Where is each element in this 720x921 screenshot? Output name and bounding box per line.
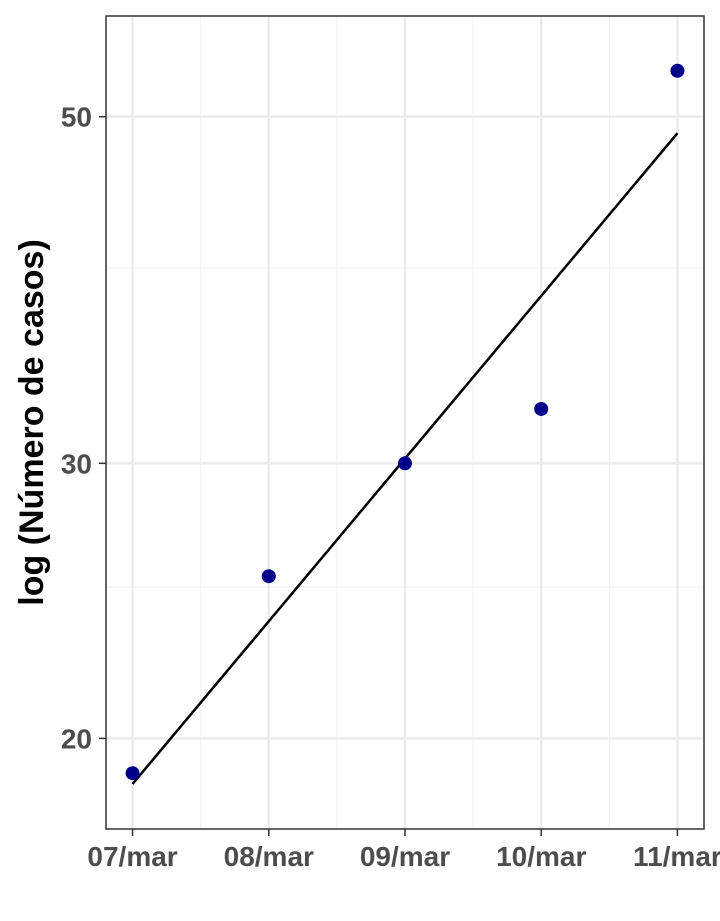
y-tick-label: 30 xyxy=(61,448,92,479)
x-tick-label: 08/mar xyxy=(224,841,314,872)
y-tick-label: 50 xyxy=(61,102,92,133)
x-tick-label: 10/mar xyxy=(496,841,586,872)
x-axis-ticks: 07/mar 08/mar 09/mar 10/mar 11/mar xyxy=(87,829,720,872)
y-tick-label: 20 xyxy=(61,723,92,754)
data-point xyxy=(398,456,412,471)
data-point xyxy=(261,569,276,584)
data-point xyxy=(534,401,549,416)
points-layer xyxy=(125,63,685,781)
y-axis-ticks: 20 30 50 xyxy=(61,102,106,754)
x-tick-label: 11/mar xyxy=(633,841,720,872)
y-axis-title: log (Número de casos) xyxy=(13,239,51,606)
x-tick-label: 07/mar xyxy=(87,841,177,872)
data-point xyxy=(125,766,140,781)
x-tick-label: 09/mar xyxy=(360,841,450,872)
data-point xyxy=(670,63,685,78)
